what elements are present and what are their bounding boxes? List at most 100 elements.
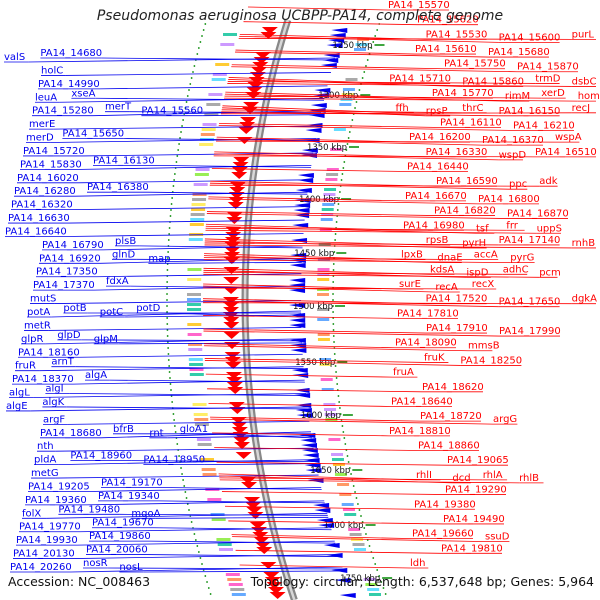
inner-tick-ring-dot bbox=[336, 383, 339, 385]
forward-gene-label: fruA bbox=[393, 367, 414, 378]
forward-gene-label: dcd bbox=[452, 473, 470, 484]
forward-cog-track bbox=[187, 268, 202, 271]
forward-gene-label: PA14_16980 bbox=[403, 220, 465, 231]
kbp-tick-label: 1500 kbp bbox=[293, 302, 333, 312]
forward-cog-track bbox=[220, 43, 235, 46]
reverse-feature bbox=[308, 113, 325, 118]
forward-feature bbox=[227, 202, 244, 209]
reverse-gene-label: PA14_16280 bbox=[14, 186, 76, 197]
forward-gene-label: purL bbox=[572, 29, 595, 40]
reverse-feature bbox=[323, 543, 340, 548]
forward-gene-label: ldh bbox=[410, 558, 425, 569]
forward-gene-label: rpsP bbox=[426, 106, 448, 117]
reverse-cog-track bbox=[331, 458, 344, 461]
reverse-label-leader bbox=[30, 406, 308, 412]
forward-label-leader bbox=[221, 491, 446, 495]
forward-gene-label: PA14_15870 bbox=[517, 62, 579, 73]
reverse-gene-label: fruR bbox=[15, 361, 36, 372]
forward-cog-track bbox=[189, 373, 204, 376]
forward-feature bbox=[225, 232, 242, 239]
reverse-cog-track bbox=[317, 288, 330, 291]
inner-tick-ring-dot bbox=[374, 563, 377, 565]
forward-cog-track bbox=[228, 583, 243, 586]
forward-gene-label: PA14_16210 bbox=[513, 120, 575, 131]
reverse-label-leader bbox=[210, 433, 312, 439]
outer-tick-ring-dot bbox=[199, 557, 202, 559]
forward-cog-track bbox=[197, 443, 212, 446]
inner-tick-ring-dot bbox=[365, 65, 367, 67]
reverse-cog-track bbox=[333, 128, 346, 131]
reverse-gene-label: glpD bbox=[57, 330, 80, 341]
forward-feature bbox=[223, 287, 240, 294]
reverse-gene-label: metR bbox=[24, 320, 51, 331]
reverse-cog-track bbox=[341, 93, 354, 96]
forward-gene-label: PA14_16150 bbox=[499, 106, 561, 117]
reverse-label-leader bbox=[149, 540, 336, 544]
inner-tick-ring-dot bbox=[344, 443, 347, 445]
reverse-gene-label: PA14_16320 bbox=[11, 200, 73, 211]
forward-feature bbox=[224, 247, 241, 254]
forward-label-leader bbox=[202, 300, 499, 308]
forward-gene-label: lpxB bbox=[401, 250, 423, 261]
forward-gene-label: PA14_17810 bbox=[397, 308, 459, 319]
outer-tick-ring-dot bbox=[173, 419, 176, 421]
reverse-cog-track bbox=[339, 103, 352, 106]
forward-feature bbox=[251, 67, 268, 74]
reverse-label-leader bbox=[78, 353, 303, 358]
reverse-label-leader bbox=[54, 300, 302, 304]
forward-gene-label: accA bbox=[474, 250, 498, 261]
inner-tick-ring-dot bbox=[352, 485, 355, 487]
reverse-cog-track bbox=[322, 203, 335, 206]
inner-tick-ring-dot bbox=[363, 527, 366, 529]
inner-tick-ring-dot bbox=[363, 71, 366, 73]
inner-tick-ring-dot bbox=[334, 365, 337, 367]
forward-feature bbox=[247, 512, 264, 519]
reverse-gene-label: PA14_18950 bbox=[143, 455, 205, 466]
forward-gene-label: PA14_19290 bbox=[445, 485, 507, 496]
outer-tick-ring-dot bbox=[178, 455, 180, 457]
inner-tick-ring-dot bbox=[334, 233, 337, 235]
forward-cog-track bbox=[189, 368, 204, 371]
forward-label-leader bbox=[227, 81, 536, 84]
outer-tick-ring-dot bbox=[202, 29, 205, 31]
outer-tick-ring-dot bbox=[166, 305, 168, 307]
reverse-label-leader bbox=[68, 219, 305, 224]
forward-feature bbox=[246, 87, 263, 94]
forward-feature bbox=[267, 587, 284, 594]
forward-label-leader bbox=[203, 283, 400, 290]
reverse-gene-label: PA14_14680 bbox=[40, 48, 102, 59]
forward-feature bbox=[254, 542, 271, 549]
outer-tick-ring-dot bbox=[184, 491, 187, 493]
reverse-gene-label: PA14_20060 bbox=[86, 545, 148, 556]
backbone-highlight bbox=[243, 19, 296, 600]
forward-label-leader bbox=[203, 271, 503, 275]
forward-cog-track bbox=[206, 103, 221, 106]
outer-tick-ring-dot bbox=[192, 71, 194, 73]
reverse-feature bbox=[290, 348, 307, 353]
reverse-gene-label: valS bbox=[4, 52, 25, 63]
reverse-cog-track bbox=[334, 473, 347, 476]
reverse-label-leader bbox=[77, 179, 310, 184]
kbp-tick-label: 1300 kbp bbox=[318, 91, 358, 101]
forward-gene-label: PA14_17140 bbox=[499, 235, 561, 246]
inner-tick-ring-dot bbox=[332, 293, 334, 295]
forward-label-leader bbox=[212, 432, 390, 437]
reverse-gene-label: PA14_18370 bbox=[12, 374, 74, 385]
outer-tick-ring-dot bbox=[168, 365, 171, 367]
outer-tick-ring-dot bbox=[166, 269, 169, 271]
reverse-gene-label: PA14_20260 bbox=[10, 562, 72, 573]
outer-tick-ring-dot bbox=[168, 371, 171, 373]
forward-cog-track bbox=[211, 78, 226, 81]
forward-label-leader bbox=[203, 330, 500, 337]
outer-tick-ring-dot bbox=[170, 389, 172, 391]
reverse-feature bbox=[300, 443, 317, 448]
kbp-tick-label: 1450 kbp bbox=[294, 249, 334, 259]
reverse-feature bbox=[331, 28, 348, 33]
reverse-cog-track bbox=[331, 453, 344, 456]
reverse-label-leader bbox=[202, 114, 321, 117]
forward-label-leader bbox=[208, 403, 392, 407]
outer-tick-ring-dot bbox=[173, 173, 176, 175]
forward-gene-label: recX bbox=[472, 279, 495, 290]
outer-tick-ring-dot bbox=[190, 77, 193, 79]
reverse-feature bbox=[318, 523, 335, 528]
